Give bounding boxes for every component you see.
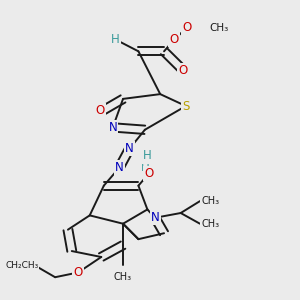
Text: CH₂CH₃: CH₂CH₃ [5,261,38,270]
Text: N: N [125,142,134,155]
Text: N: N [108,121,117,134]
Text: CH₃: CH₃ [201,219,219,229]
Text: O: O [144,167,153,180]
Text: H: H [143,149,152,162]
Text: CH₃: CH₃ [209,22,229,32]
Text: H: H [140,161,149,174]
Text: O: O [182,21,192,34]
Text: O: O [95,104,105,117]
Text: O: O [178,64,188,77]
Text: CH₃: CH₃ [201,196,219,206]
Text: O: O [74,266,83,279]
Text: N: N [115,161,124,174]
Text: CH₃: CH₃ [114,272,132,282]
Text: N: N [151,211,160,224]
Text: H: H [111,33,120,46]
Text: O: O [170,33,179,46]
Text: S: S [182,100,190,112]
